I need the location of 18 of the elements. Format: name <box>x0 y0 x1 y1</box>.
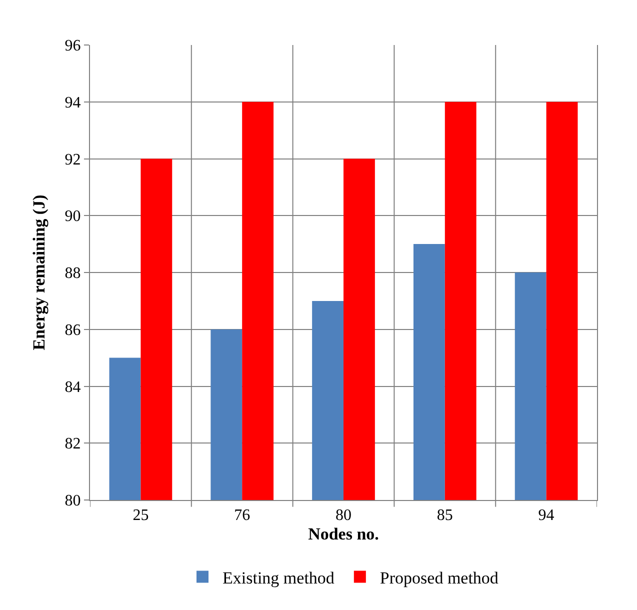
y-tick-label: 94 <box>64 94 81 112</box>
y-axis-title: Energy remaining (J) <box>29 194 48 350</box>
y-tick-label: 82 <box>64 436 81 453</box>
y-tick-label: 88 <box>64 265 81 282</box>
x-tick-label: 25 <box>132 507 149 524</box>
x-axis-title: Nodes no. <box>308 524 379 544</box>
y-tick-label: 86 <box>64 322 81 339</box>
y-tick-label: 90 <box>64 208 81 226</box>
x-tick-label: 80 <box>336 507 352 524</box>
legend-label: Existing method <box>222 568 335 588</box>
x-tick-label: 94 <box>538 507 554 524</box>
y-tick-label: 92 <box>64 151 81 168</box>
y-tick-label: 96 <box>64 38 81 55</box>
y-tick-label: 80 <box>64 492 81 510</box>
x-tick-label: 85 <box>436 507 453 524</box>
x-tick-label: 76 <box>234 507 250 524</box>
legend-label: Proposed method <box>380 568 499 588</box>
y-tick-label: 84 <box>64 378 81 396</box>
